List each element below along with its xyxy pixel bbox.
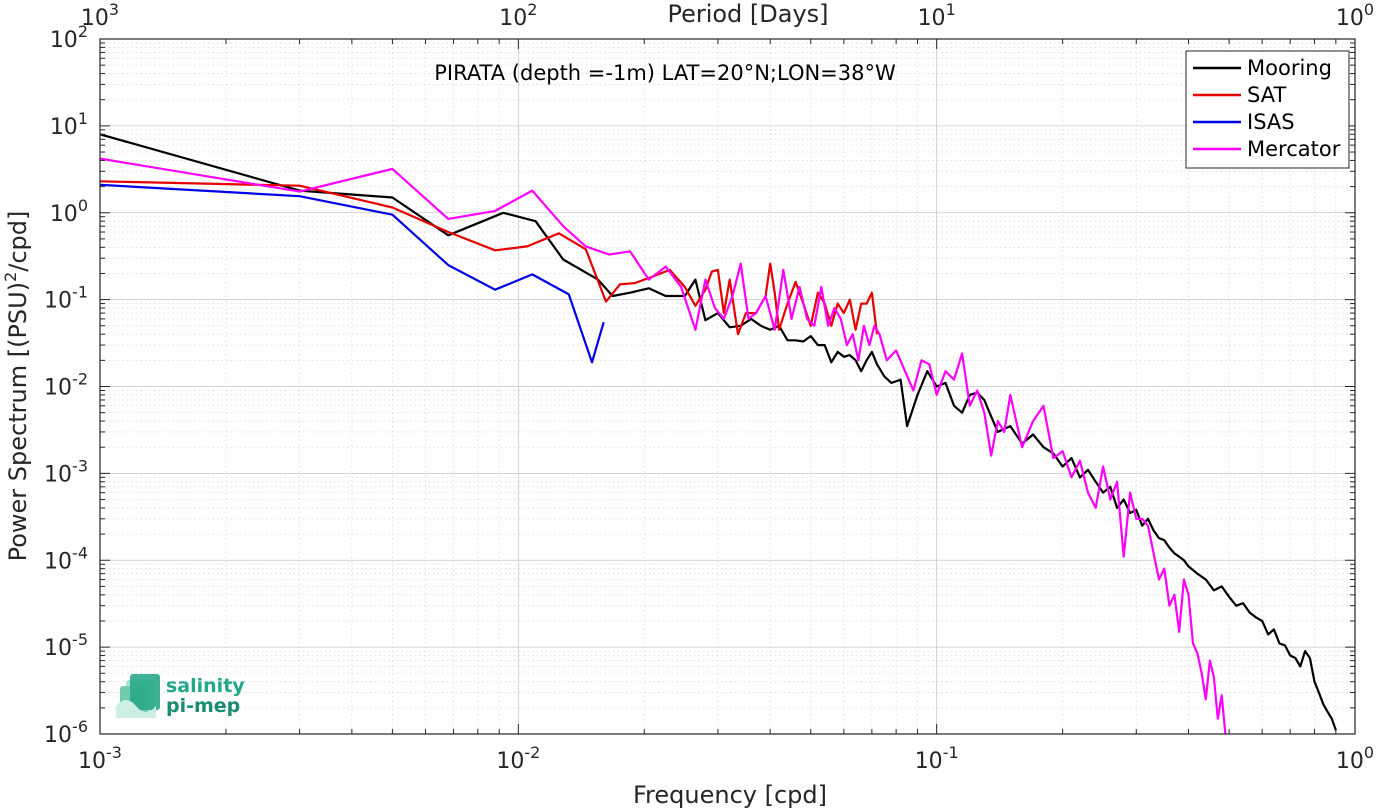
salinity-pi-mep-logo: salinity pi-mep bbox=[116, 674, 245, 718]
x-tick-label: 10-3 bbox=[78, 743, 122, 774]
top-tick-label: 102 bbox=[499, 0, 537, 31]
wave-logo-icon bbox=[116, 674, 160, 718]
y-tick-label: 10-1 bbox=[44, 283, 88, 314]
legend-label-mercator: Mercator bbox=[1247, 137, 1341, 161]
logo-line-2: pi-mep bbox=[166, 695, 240, 717]
y-tick-label: 10-5 bbox=[44, 630, 88, 661]
legend: Mooring SAT ISAS Mercator bbox=[1185, 50, 1350, 169]
logo-line-1: salinity bbox=[166, 675, 245, 697]
x-tick-label: 100 bbox=[1336, 743, 1374, 774]
y-axis-title: Power Spectrum [(PSU)2/cpd] bbox=[1, 211, 32, 562]
x-tick-label: 10-2 bbox=[496, 743, 540, 774]
top-tick-label: 101 bbox=[918, 0, 956, 31]
y-tick-label: 102 bbox=[50, 22, 88, 53]
tick-marks bbox=[99, 38, 1356, 735]
y-axis-title-tail: /cpd] bbox=[4, 211, 32, 272]
top-tick-label: 100 bbox=[1336, 0, 1374, 31]
chart-title: PIRATA (depth =-1m) LAT=20°N;LON=38°W bbox=[434, 61, 896, 85]
series-line-sat bbox=[99, 180, 879, 336]
series-line-mercator bbox=[99, 157, 1227, 735]
x-tick-label: 10-1 bbox=[915, 743, 959, 774]
legend-label-sat: SAT bbox=[1247, 83, 1286, 107]
legend-items: Mooring SAT ISAS Mercator bbox=[1193, 56, 1341, 161]
y-tick-label: 100 bbox=[50, 196, 88, 227]
y-axis-title-main: Power Spectrum [(PSU) bbox=[4, 282, 32, 561]
top-axis-title: Period [Days] bbox=[667, 0, 828, 28]
y-tick-label: 10-6 bbox=[44, 717, 88, 748]
y-axis-title-sup: 2 bbox=[1, 272, 20, 282]
y-tick-label: 10-2 bbox=[44, 370, 88, 401]
series-layer bbox=[99, 133, 1337, 735]
legend-label-isas: ISAS bbox=[1247, 110, 1295, 134]
series-line-isas bbox=[99, 183, 605, 364]
y-tick-label: 10-3 bbox=[44, 456, 88, 487]
legend-label-mooring: Mooring bbox=[1247, 56, 1332, 80]
x-axis-title: Frequency [cpd] bbox=[633, 781, 827, 809]
y-tick-label: 101 bbox=[50, 109, 88, 140]
y-tick-label: 10-4 bbox=[44, 543, 88, 574]
top-tick-label: 103 bbox=[81, 0, 119, 31]
